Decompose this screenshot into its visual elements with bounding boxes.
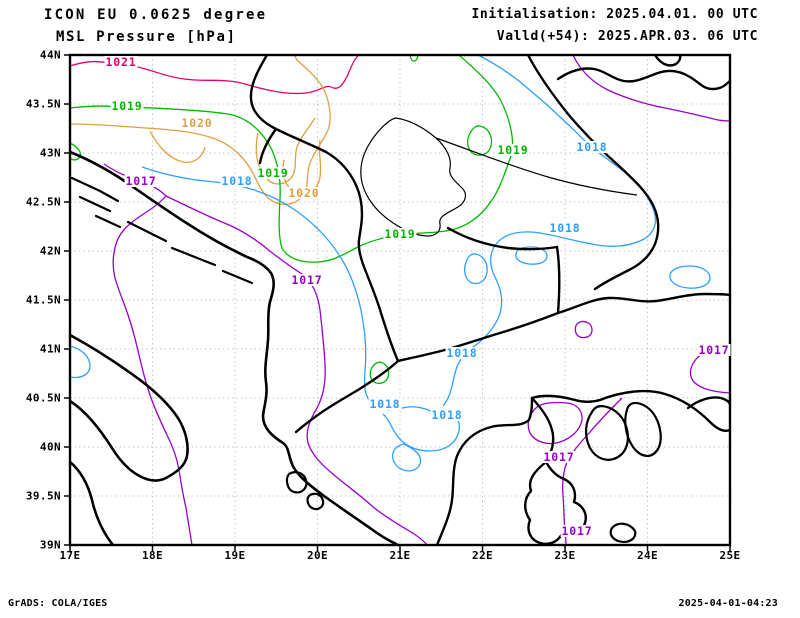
isobar-1018 [141, 166, 461, 452]
lat-label: 39N [39, 538, 61, 552]
isobar-1019 [409, 54, 419, 62]
kosovo-border [360, 117, 467, 237]
contour-label-1019: 1019 [256, 166, 290, 180]
bulgaria-greece-border [556, 292, 732, 315]
contour-label-1018: 1018 [368, 397, 402, 411]
lat-label: 41N [39, 342, 61, 356]
lat-label: 40N [39, 440, 61, 454]
lon-label: 23E [554, 549, 576, 562]
italy-heel-coastline [68, 333, 189, 482]
contour-label-1019: 1019 [496, 143, 530, 157]
athos-peninsula [624, 401, 662, 457]
model-title: ICON EU 0.0625 degree [44, 7, 268, 23]
lon-label: 17E [59, 549, 81, 562]
north-aegean-coast [530, 394, 602, 404]
sithonia-peninsula [585, 404, 629, 461]
isobar-1018 [515, 246, 548, 265]
contour-label-1019: 1019 [383, 227, 417, 241]
ionian-island [306, 492, 325, 511]
isobar-1020 [149, 130, 206, 163]
coast-hook [686, 396, 732, 410]
contour-label-1017: 1017 [290, 273, 324, 287]
isobar-1018 [69, 345, 91, 379]
bosnia-border [249, 53, 364, 242]
isobar-1019 [69, 142, 82, 161]
contour-label-1018: 1018 [430, 408, 464, 422]
lon-label: 21E [389, 549, 411, 562]
creation-timestamp: 2025-04-01-04:23 [678, 598, 778, 609]
lat-label: 42.5N [25, 195, 61, 209]
grads-credit: GrADS: COLA/IGES [8, 598, 108, 609]
lon-label: 25E [719, 549, 741, 562]
danube-bend [653, 53, 682, 67]
thin-inner-border [435, 137, 638, 196]
thermaic-gulf-coast [435, 396, 534, 547]
contour-label-1017: 1017 [697, 343, 731, 357]
isobar-1017 [527, 401, 583, 445]
contour-label-1017: 1017 [560, 524, 594, 538]
corfu-island [285, 471, 308, 494]
contour-label-1018: 1018 [220, 174, 254, 188]
isobar-1017 [572, 54, 731, 122]
field-title: MSL Pressure [hPa] [56, 29, 237, 45]
macedonia-east-border [555, 245, 561, 315]
contour-label-1017: 1017 [542, 450, 576, 464]
isobar-1017 [574, 320, 593, 339]
isobar-1018 [391, 443, 422, 472]
contour-label-1019: 1019 [110, 99, 144, 113]
danube-border [556, 67, 732, 91]
contour-label-1021: 1021 [104, 55, 138, 69]
contour-label-1018: 1018 [575, 140, 609, 154]
adriatic-coastline [68, 150, 400, 547]
lat-label: 40.5N [25, 391, 61, 405]
thasos-island [609, 522, 637, 543]
lat-label: 43N [39, 146, 61, 160]
dalmatian-islands [70, 176, 254, 285]
contour-label-1020: 1020 [180, 116, 214, 130]
lon-label: 19E [224, 549, 246, 562]
valid-time-label: Valld(+54): 2025.APR.03. 06 UTC [496, 29, 758, 44]
axis-ticks [64, 54, 731, 551]
ne-aegean-coastline [598, 389, 732, 432]
lat-label: 41.5N [25, 293, 61, 307]
contour-label-1018: 1018 [445, 346, 479, 360]
lat-label: 42N [39, 244, 61, 258]
lon-label: 18E [141, 549, 164, 562]
lon-label: 22E [471, 549, 494, 562]
isobar-1018 [669, 265, 711, 289]
calabria-coastline [68, 460, 115, 547]
lat-label: 44N [39, 48, 61, 62]
coastlines-and-borders [68, 53, 732, 547]
isobar-1018 [464, 253, 488, 285]
border-branch [258, 127, 278, 165]
macedonia-north-border [446, 226, 559, 251]
initialisation-label: Initialisation: 2025.04.01. 00 UTC [471, 7, 758, 22]
isobar-1019 [369, 361, 390, 384]
isobar-1017 [561, 397, 623, 546]
serbia-east-border [526, 53, 660, 291]
contour-label-1020: 1020 [287, 186, 321, 200]
lon-label: 20E [306, 549, 329, 562]
lat-label: 39.5N [25, 489, 61, 503]
macedonia-south-border [396, 311, 560, 363]
isobar-1017 [165, 195, 428, 546]
lon-label: 24E [636, 549, 659, 562]
lat-label: 43.5N [25, 97, 61, 111]
grid-lines [70, 55, 730, 545]
greece-albania-border [294, 359, 400, 434]
macedonia-west-border [357, 238, 400, 363]
contour-label-1018: 1018 [548, 221, 582, 235]
isobar-1019 [69, 54, 514, 263]
isobar-1019 [467, 125, 493, 156]
contour-label-1017: 1017 [124, 174, 158, 188]
isobar-1017 [103, 163, 193, 546]
